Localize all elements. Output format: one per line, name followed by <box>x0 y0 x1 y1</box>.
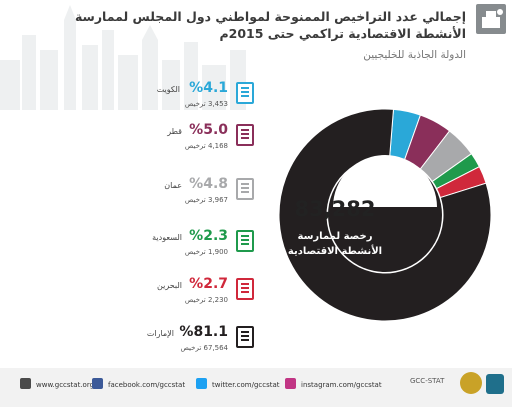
footer-bar <box>0 368 512 407</box>
legend-country: السعودية <box>152 233 182 242</box>
legend-item-oman: %4.8 عمان 3,967 ترخيص <box>104 176 254 212</box>
donut-chart <box>278 108 492 322</box>
legend-item-kuwait: %4.1 الكويت 3,453 ترخيص <box>104 80 254 116</box>
license-icon <box>236 124 254 146</box>
center-caption-line1: رخصة لممارسة <box>297 231 373 242</box>
website-link[interactable]: www.gccstat.org <box>36 381 95 389</box>
facebook-link[interactable]: facebook.com/gccstat <box>108 381 186 389</box>
license-icon <box>236 178 254 200</box>
legend-percentage: %2.3 <box>189 228 228 244</box>
twitter-icon[interactable] <box>196 378 207 389</box>
legend-licenses: 1,900 ترخيص <box>184 248 228 256</box>
page-title-line2: الأنشطة الاقتصادية تراكمي حتى 2015م <box>219 26 466 41</box>
gccstat-logo-icon <box>486 374 504 394</box>
instagram-icon[interactable] <box>285 378 296 389</box>
gcc-emblem-icon <box>460 372 482 394</box>
license-icon <box>236 326 254 348</box>
legend-percentage: %4.1 <box>189 80 228 96</box>
donut-center-cap <box>333 155 437 207</box>
legend-item-qatar: %5.0 قطر 4,168 ترخيص <box>104 122 254 158</box>
page-subtitle: الدولة الجاذبة للخليجيين <box>363 49 466 61</box>
legend-licenses: 3,453 ترخيص <box>184 100 228 108</box>
license-icon <box>236 278 254 300</box>
legend-country: الكويت <box>156 85 180 94</box>
legend-percentage: %4.8 <box>189 176 228 192</box>
skyline-background <box>0 5 246 110</box>
legend-country: الإمارات <box>146 329 174 338</box>
twitter-link[interactable]: twitter.com/gccstat <box>212 381 280 389</box>
page-title-line1: إجمالي عدد التراخيص الممنوحة لمواطني دول… <box>74 9 466 24</box>
instagram-link[interactable]: instagram.com/gccstat <box>301 381 382 389</box>
globe-icon[interactable] <box>20 378 31 389</box>
legend-country: البحرين <box>157 281 182 290</box>
facebook-icon[interactable] <box>92 378 103 389</box>
legend-country: عمان <box>164 181 182 190</box>
legend-country: قطر <box>167 127 182 136</box>
license-icon <box>236 82 254 104</box>
license-icon <box>236 230 254 252</box>
legend-item-bahrain: %2.7 البحرين 2,230 ترخيص <box>104 276 254 312</box>
donut-slice-5 <box>278 108 492 322</box>
legend-percentage: %2.7 <box>189 276 228 292</box>
total-licenses: 83,282 <box>294 197 376 221</box>
legend-item-saudi: %2.3 السعودية 1,900 ترخيص <box>104 228 254 264</box>
legend-percentage: %81.1 <box>179 324 228 340</box>
legend-percentage: %5.0 <box>189 122 228 138</box>
center-caption-line2: الأنشطة الاقتصادية <box>287 246 383 257</box>
legend-licenses: 4,168 ترخيص <box>184 142 228 150</box>
legend-licenses: 3,967 ترخيص <box>184 196 228 204</box>
office-icon <box>476 4 506 34</box>
legend-licenses: 67,564 ترخيص <box>180 344 228 352</box>
legend-item-uae: %81.1 الإمارات 67,564 ترخيص <box>104 324 254 360</box>
legend-licenses: 2,230 ترخيص <box>184 296 228 304</box>
logo-text: GCC-STAT <box>410 377 445 385</box>
